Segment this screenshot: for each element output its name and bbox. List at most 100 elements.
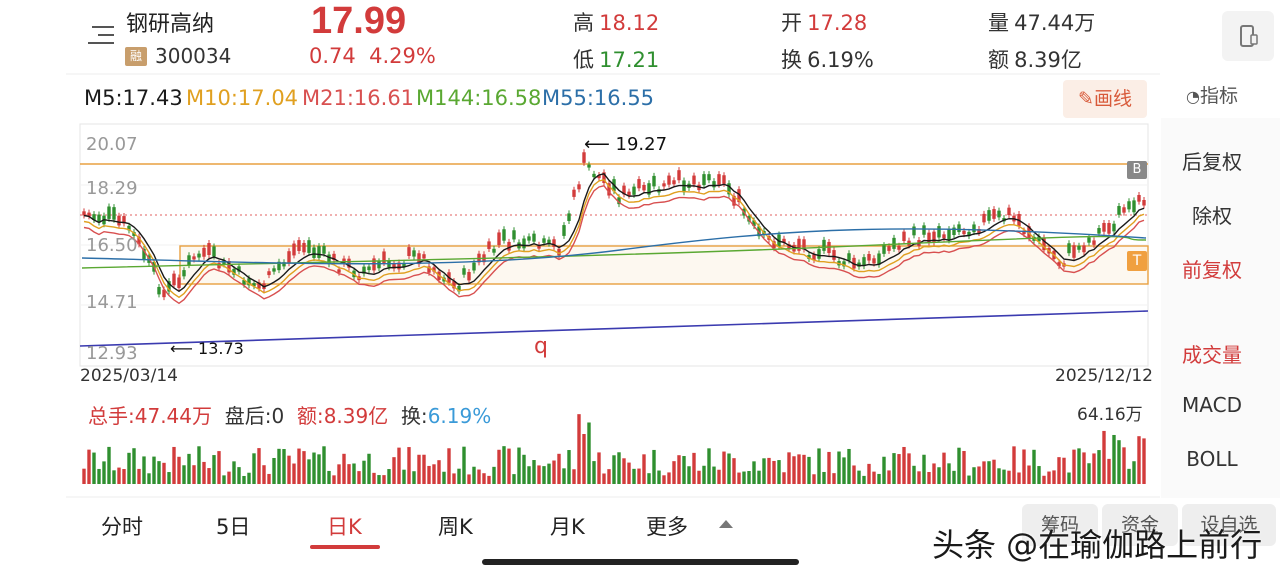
candle-body xyxy=(87,212,91,217)
candle-body xyxy=(497,232,501,246)
draw-line-button[interactable]: ✎画线 xyxy=(1063,80,1147,118)
volume-bar xyxy=(962,451,966,484)
side-option[interactable]: 后复权 xyxy=(1182,150,1242,174)
period-tab[interactable]: 分时 xyxy=(101,515,143,539)
period-tab[interactable]: 更多 xyxy=(646,515,688,539)
candle-body xyxy=(512,230,516,240)
candle-body xyxy=(1117,206,1121,215)
volume-bar xyxy=(512,474,516,484)
volume-bar xyxy=(997,468,1001,484)
volume-bar xyxy=(582,433,586,484)
candle-body xyxy=(632,186,636,195)
candle-body xyxy=(257,282,261,289)
funds-button[interactable]: 资金 xyxy=(1102,504,1178,546)
side-option[interactable]: MACD xyxy=(1182,393,1242,417)
volume-bar xyxy=(577,414,581,484)
candle-body xyxy=(177,277,181,288)
low-annotation-value: 13.73 xyxy=(198,339,244,358)
t-marker: T xyxy=(1127,251,1147,271)
amount-value: 8.39亿 xyxy=(1014,48,1082,72)
candle-body xyxy=(1037,236,1041,242)
volume-bar xyxy=(1142,438,1146,484)
candle-body xyxy=(137,236,141,245)
candle-body xyxy=(142,248,146,260)
chips-button[interactable]: 筹码 xyxy=(1022,504,1098,546)
volume-bar xyxy=(847,448,851,484)
candle-body xyxy=(732,195,736,206)
volume-bar xyxy=(1082,452,1086,484)
period-tab[interactable]: 月K xyxy=(550,515,585,539)
volume-bar xyxy=(532,460,536,484)
indicator-link[interactable]: ◔指标 xyxy=(1186,81,1238,108)
side-option[interactable]: 前复权 xyxy=(1182,258,1242,282)
volume-bar xyxy=(957,447,961,484)
volume-bar xyxy=(977,466,981,484)
volume-bar xyxy=(1112,434,1116,484)
candle-body xyxy=(377,261,381,269)
vol-turnover-label: 换: xyxy=(400,404,428,428)
volume-bar xyxy=(297,448,301,484)
candle-body xyxy=(227,261,231,273)
volume-bar xyxy=(727,453,731,484)
volume-bar xyxy=(1007,470,1011,484)
landscape-toggle-button[interactable] xyxy=(1222,11,1274,61)
volume-bar xyxy=(537,465,541,484)
side-option[interactable]: 成交量 xyxy=(1182,343,1242,367)
period-tab[interactable]: 5日 xyxy=(216,515,251,539)
candle-body xyxy=(112,207,116,220)
candle-body xyxy=(622,185,626,195)
volume-bar xyxy=(567,450,571,484)
volume-bar xyxy=(1027,465,1031,484)
volume-bar xyxy=(97,468,101,484)
active-tab-indicator xyxy=(310,545,380,549)
volume-info: 总手:47.44万 盘后:0 额:8.39亿 换:6.19% xyxy=(88,400,491,429)
volume-bar xyxy=(202,461,206,484)
total-label: 总手: xyxy=(88,404,135,428)
side-option[interactable]: 除权 xyxy=(1192,204,1232,228)
candle-body xyxy=(882,245,886,254)
volume-bar xyxy=(937,467,941,484)
period-tab[interactable]: 周K xyxy=(438,515,473,539)
menu-icon[interactable] xyxy=(84,22,114,50)
candle-body xyxy=(1097,228,1101,234)
candle-body xyxy=(452,280,456,289)
pencil-icon: ✎ xyxy=(1078,88,1094,110)
add-watchlist-button[interactable]: 设自选 xyxy=(1182,504,1276,546)
candle-body xyxy=(932,231,936,243)
candle-body xyxy=(682,180,686,193)
volume-bar xyxy=(212,455,216,484)
high-label: 高 xyxy=(573,11,594,35)
ma-legend-item: M5:17.43 xyxy=(84,86,183,110)
candle-body xyxy=(1137,194,1141,202)
candle-body xyxy=(787,244,791,250)
low-annotation: ⟵ 13.73 xyxy=(170,339,244,358)
candle-body xyxy=(892,237,896,249)
candle-body xyxy=(1122,207,1126,213)
volume-bar xyxy=(327,470,331,484)
candle-body xyxy=(877,253,881,265)
volume-bar xyxy=(332,475,336,484)
candle-body xyxy=(487,241,491,250)
volume-bar xyxy=(392,457,396,484)
quote-open: 开 17.28 xyxy=(781,7,867,37)
candle-body xyxy=(212,246,216,257)
volume-bar xyxy=(717,469,721,484)
candle-body xyxy=(292,243,296,256)
side-option[interactable]: BOLL xyxy=(1186,447,1238,471)
kline-chart[interactable] xyxy=(0,0,1160,500)
period-tab[interactable]: 日K xyxy=(327,515,362,539)
candle-body xyxy=(927,232,931,243)
volume-bar xyxy=(152,456,156,484)
candle-body xyxy=(402,262,406,267)
volume-bar xyxy=(172,446,176,484)
candle-body xyxy=(677,170,681,181)
volume-bar xyxy=(1017,472,1021,484)
volume-bar xyxy=(1067,472,1071,484)
volume-bar xyxy=(447,448,451,484)
home-indicator[interactable] xyxy=(482,559,799,565)
volume-bar xyxy=(902,446,906,484)
volume-bar xyxy=(627,462,631,484)
caret-up-icon[interactable] xyxy=(719,520,733,528)
volume-bar xyxy=(437,460,441,484)
candle-body xyxy=(782,238,786,243)
